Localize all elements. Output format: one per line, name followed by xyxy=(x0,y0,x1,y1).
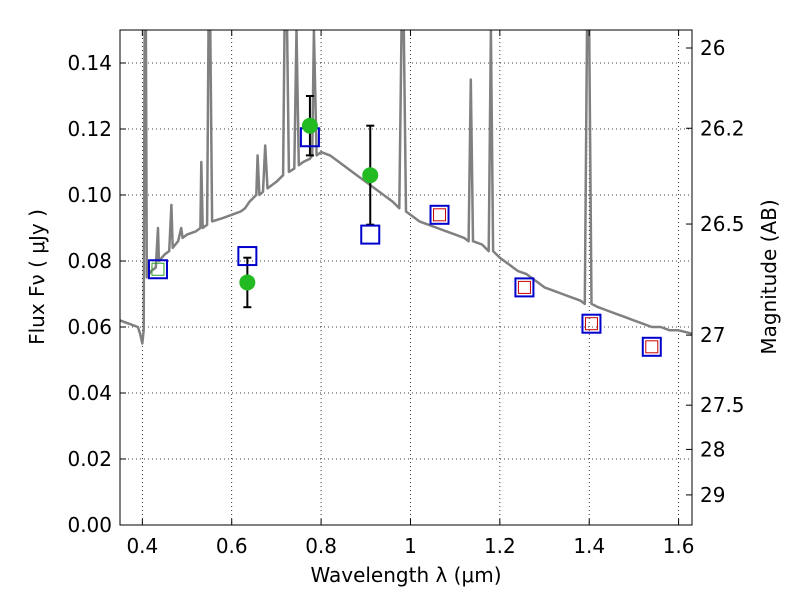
y-tick-label: 0.06 xyxy=(67,315,112,339)
observed-point xyxy=(239,274,256,291)
model-boxes-layer xyxy=(147,127,662,357)
y-tick-label: 0.00 xyxy=(67,513,112,537)
x-tick-label: 0.6 xyxy=(216,534,248,558)
right-tick-label: 26 xyxy=(700,36,725,60)
right-tick-label: 29 xyxy=(700,483,725,507)
model-box-inner xyxy=(517,280,531,294)
y-tick-label: 0.14 xyxy=(67,51,112,75)
right-ticks: 26 26.2 26.5 27 27.5 28 29 xyxy=(686,36,745,507)
model-box-inner xyxy=(433,208,447,222)
y-tick-label: 0.12 xyxy=(67,117,112,141)
x-ticks: 0.4 0.6 0.8 1 1.2 1.4 1.6 xyxy=(126,30,695,558)
y-axis-label: Flux Fν ( μJy ) xyxy=(25,209,49,345)
x-tick-label: 1 xyxy=(404,534,417,558)
model-box xyxy=(360,224,381,245)
observed-point xyxy=(301,117,318,134)
observed-point xyxy=(362,167,379,184)
grid xyxy=(120,30,692,526)
right-tick-label: 26.2 xyxy=(700,116,745,140)
x-tick-label: 0.8 xyxy=(305,534,337,558)
model-box xyxy=(581,313,602,334)
y-tick-label: 0.04 xyxy=(67,381,112,405)
model-box xyxy=(641,336,662,357)
spectrum-layer xyxy=(120,30,692,345)
x-tick-label: 0.4 xyxy=(126,534,158,558)
x-axis-label: Wavelength λ (μm) xyxy=(310,563,501,587)
x-tick-label: 1.2 xyxy=(484,534,516,558)
model-box-inner xyxy=(151,262,165,276)
right-tick-label: 27.5 xyxy=(700,393,745,417)
model-box-inner xyxy=(645,340,659,354)
model-box xyxy=(514,277,535,298)
spectrum-line xyxy=(120,30,692,345)
y-ticks: 0.00 0.02 0.04 0.06 0.08 0.10 0.12 0.14 xyxy=(67,51,126,537)
right-axis-label: Magnitude (AB) xyxy=(757,199,781,354)
observed-points-layer xyxy=(239,117,379,291)
right-tick-label: 27 xyxy=(700,323,725,347)
y-tick-label: 0.10 xyxy=(67,183,112,207)
y-tick-label: 0.08 xyxy=(67,249,112,273)
model-box xyxy=(237,246,258,267)
right-tick-label: 28 xyxy=(700,437,725,461)
model-box xyxy=(429,204,450,225)
x-tick-label: 1.4 xyxy=(573,534,605,558)
right-tick-label: 26.5 xyxy=(700,212,745,236)
y-tick-label: 0.02 xyxy=(67,447,112,471)
model-box-inner xyxy=(584,317,598,331)
plot-frame xyxy=(119,29,693,526)
x-tick-label: 1.6 xyxy=(663,534,695,558)
model-box xyxy=(147,259,168,280)
